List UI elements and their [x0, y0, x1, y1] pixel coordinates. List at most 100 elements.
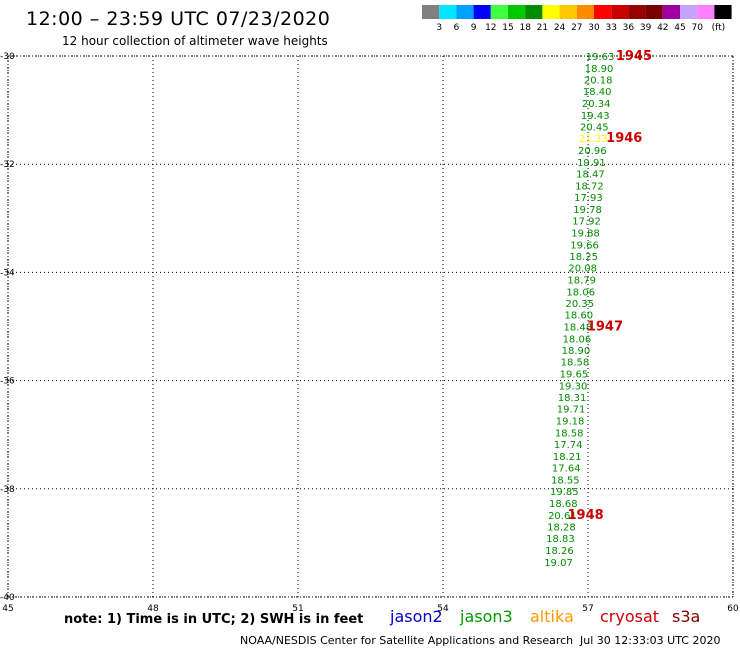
time-label: 1945 — [616, 49, 652, 64]
swh-value: 19.43 — [581, 111, 610, 122]
grid-lines — [7, 55, 734, 598]
legend-label: 33 — [605, 23, 616, 33]
legend-label: 36 — [623, 23, 635, 33]
swh-value: 19.78 — [573, 205, 602, 216]
legend-label: 9 — [471, 23, 477, 33]
swh-value: 18.06 — [563, 334, 592, 345]
legend-label: 42 — [657, 23, 668, 33]
credit-text: NOAA/NESDIS Center for Satellite Applica… — [240, 634, 574, 647]
x-tick-label: 48 — [147, 604, 159, 614]
swh-value: 18.68 — [549, 499, 578, 510]
x-tick-label: 45 — [2, 604, 13, 614]
legend-swatch — [439, 5, 457, 19]
swh-value: 18.83 — [546, 534, 575, 545]
swh-value: 17.92 — [572, 216, 601, 227]
y-tick-label: -34 — [0, 268, 15, 278]
y-tick-label: -36 — [0, 377, 15, 387]
swh-value: 20.96 — [578, 146, 607, 157]
swh-value: 20.45 — [580, 122, 609, 133]
swh-value: 18.58 — [561, 358, 590, 369]
satellite-cryosat: cryosat — [600, 607, 660, 626]
legend-label: 39 — [640, 23, 652, 33]
legend-swatch — [490, 5, 508, 19]
swh-value: 18.55 — [551, 476, 580, 487]
y-tick-label: -38 — [0, 485, 15, 495]
legend-label: 18 — [519, 23, 531, 33]
legend-swatch — [473, 5, 491, 19]
swh-value: 18.48 — [564, 323, 593, 334]
swh-value: 17.64 — [552, 464, 581, 475]
axes: 45 48 51 54 57 60 -30 -32 -34 -36 -38 -40 — [0, 52, 739, 614]
swh-labels: 19.6318.9020.1818.4020.3419.4320.4521.33… — [544, 52, 614, 569]
timestamp-text: Jul 30 12:33:03 UTC 2020 — [580, 634, 721, 647]
time-label: 1947 — [587, 320, 623, 335]
legend-label: (ft) — [712, 23, 726, 33]
swh-value: 18.90 — [562, 346, 591, 357]
swh-value: 19.18 — [556, 417, 585, 428]
legend-swatch — [456, 5, 474, 19]
legend-swatch — [594, 5, 612, 19]
swh-value: 18.58 — [555, 429, 584, 440]
legend-label: 12 — [485, 23, 496, 33]
swh-value: 18.47 — [576, 169, 605, 180]
swh-value: 20.35 — [565, 299, 594, 310]
swh-value: 19.66 — [570, 240, 599, 251]
legend-swatch — [611, 5, 629, 19]
legend-swatch — [662, 5, 680, 19]
swh-value: 19.65 — [560, 370, 589, 381]
legend-swatch — [576, 5, 594, 19]
swh-value: 18.28 — [547, 523, 576, 534]
swh-value: 20.61 — [548, 511, 577, 522]
swh-value: 18.72 — [575, 181, 604, 192]
swh-value: 18.90 — [585, 64, 614, 75]
legend-swatch — [559, 5, 577, 19]
satellite-jason2: jason2 — [390, 607, 443, 626]
legend-label: 24 — [554, 23, 566, 33]
swh-value: 19.07 — [544, 558, 573, 569]
legend-swatch — [542, 5, 560, 19]
legend-swatch — [628, 5, 646, 19]
y-tick-label: -32 — [0, 160, 15, 170]
legend-swatch — [508, 5, 526, 19]
y-tick-label: -30 — [0, 52, 15, 62]
swh-value: 18.06 — [566, 287, 595, 298]
legend-label: 70 — [691, 23, 703, 33]
time-label: 1948 — [567, 508, 603, 523]
legend-label: 30 — [588, 23, 600, 33]
legend-label: 15 — [502, 23, 513, 33]
x-tick-label: 60 — [727, 604, 739, 614]
swh-value: 18.21 — [553, 452, 582, 463]
time-labels: 1945 1946 1947 1948 — [567, 49, 652, 523]
satellite-jason3: jason3 — [460, 607, 513, 626]
swh-value: 19.88 — [571, 228, 600, 239]
legend-swatch — [697, 5, 715, 19]
swh-value: 18.60 — [564, 311, 593, 322]
legend-swatch — [422, 5, 440, 19]
legend-swatch — [680, 5, 698, 19]
x-tick-label: 51 — [292, 604, 303, 614]
legend-label: 21 — [537, 23, 548, 33]
swh-value: 19.85 — [550, 487, 579, 498]
legend-label: 3 — [436, 23, 442, 33]
chart-subtitle: 12 hour collection of altimeter wave hei… — [62, 34, 328, 48]
color-legend: 3 6 9 12 15 18 21 24 27 30 33 36 39 42 45 70 (ft) — [422, 5, 732, 33]
swh-value: 19.71 — [557, 405, 586, 416]
swh-value: 19.91 — [577, 158, 606, 169]
legend-label: 27 — [571, 23, 582, 33]
swh-value: 17.93 — [574, 193, 603, 204]
y-tick-label: -40 — [0, 593, 15, 603]
time-label: 1946 — [606, 131, 642, 146]
chart-title: 12:00 – 23:59 UTC 07/23/2020 — [26, 8, 331, 30]
swh-value: 18.31 — [558, 393, 587, 404]
satellite-altika: altika — [530, 607, 574, 626]
x-tick-label: 54 — [437, 604, 449, 614]
swh-value: 18.79 — [567, 275, 596, 286]
legend-swatch — [525, 5, 543, 19]
swh-value: 18.26 — [545, 546, 574, 557]
legend-label: 6 — [454, 23, 460, 33]
satellite-s3a: s3a — [672, 607, 701, 626]
swh-value: 17.74 — [554, 440, 583, 451]
x-tick-label: 57 — [582, 604, 593, 614]
note-text: note: 1) Time is in UTC; 2) SWH is in fe… — [64, 612, 364, 627]
